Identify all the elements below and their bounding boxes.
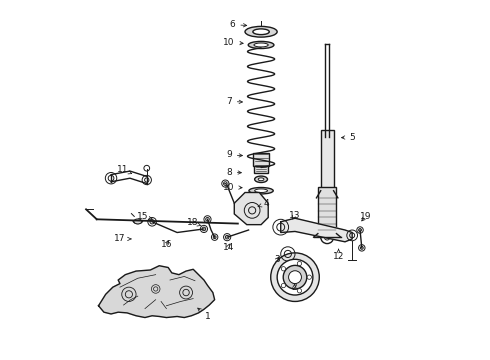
Text: 4: 4 bbox=[258, 199, 269, 208]
Polygon shape bbox=[98, 266, 215, 318]
Circle shape bbox=[144, 165, 149, 171]
Text: 9: 9 bbox=[226, 150, 243, 159]
Text: 18: 18 bbox=[187, 219, 201, 228]
Ellipse shape bbox=[255, 176, 268, 183]
Circle shape bbox=[270, 253, 319, 301]
Ellipse shape bbox=[249, 188, 273, 194]
Bar bbox=[321, 130, 334, 191]
Text: 12: 12 bbox=[333, 249, 344, 261]
Text: 3: 3 bbox=[274, 255, 280, 264]
Text: 15: 15 bbox=[137, 212, 152, 221]
Text: 1: 1 bbox=[198, 308, 210, 321]
Text: 11: 11 bbox=[117, 166, 132, 175]
Circle shape bbox=[281, 267, 286, 271]
Circle shape bbox=[307, 275, 312, 279]
Text: 10: 10 bbox=[223, 183, 242, 192]
Circle shape bbox=[289, 271, 301, 284]
Text: 17: 17 bbox=[114, 234, 131, 243]
Ellipse shape bbox=[245, 26, 277, 37]
Text: 8: 8 bbox=[226, 168, 242, 177]
Text: 10: 10 bbox=[223, 38, 243, 47]
Ellipse shape bbox=[254, 43, 268, 47]
Circle shape bbox=[297, 261, 301, 266]
Circle shape bbox=[321, 231, 334, 244]
Text: 16: 16 bbox=[161, 240, 172, 249]
Bar bbox=[318, 187, 337, 234]
Circle shape bbox=[324, 234, 330, 240]
Polygon shape bbox=[281, 218, 352, 242]
Bar bbox=[254, 166, 268, 173]
Ellipse shape bbox=[248, 41, 274, 49]
Text: 2: 2 bbox=[292, 283, 297, 292]
Ellipse shape bbox=[258, 178, 264, 181]
Text: 6: 6 bbox=[230, 20, 247, 29]
Text: 14: 14 bbox=[222, 243, 234, 252]
Text: 13: 13 bbox=[289, 211, 300, 220]
Polygon shape bbox=[234, 193, 268, 225]
Circle shape bbox=[277, 259, 313, 295]
Circle shape bbox=[297, 289, 301, 293]
Ellipse shape bbox=[255, 189, 268, 193]
Text: 7: 7 bbox=[226, 97, 243, 106]
Ellipse shape bbox=[134, 219, 142, 224]
Circle shape bbox=[281, 283, 286, 288]
Circle shape bbox=[283, 265, 307, 289]
Bar bbox=[253, 153, 269, 166]
Ellipse shape bbox=[253, 29, 270, 35]
Text: 19: 19 bbox=[360, 212, 371, 221]
Text: 5: 5 bbox=[342, 132, 355, 141]
